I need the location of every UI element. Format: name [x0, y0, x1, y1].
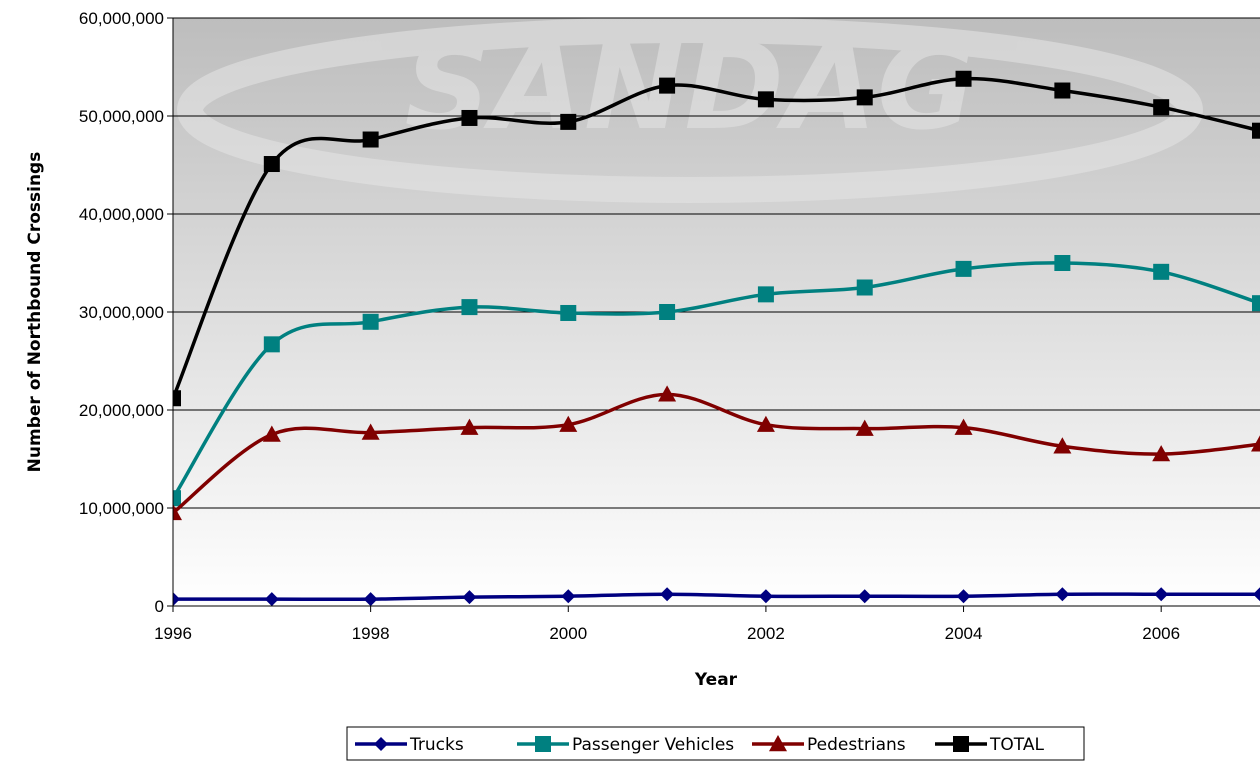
data-point-pedestrians: [361, 423, 380, 440]
legend: Trucks Passenger Vehicles Pedestrians TOTAL: [346, 726, 1085, 761]
data-point-pedestrians: [1251, 435, 1260, 452]
series-total: [173, 70, 1260, 407]
data-point-total: [1054, 82, 1071, 99]
data-point-trucks: [173, 592, 180, 606]
y-tick-label: 10,000,000: [79, 499, 164, 518]
data-point-total: [659, 77, 676, 94]
data-point-trucks: [956, 589, 971, 604]
x-tick-label: 2004: [945, 624, 983, 643]
watermark: SANDAG: [177, 18, 1203, 203]
series-pedestrians: [173, 385, 1260, 521]
data-point-passenger-vehicles: [173, 490, 181, 507]
watermark-swoosh: [177, 18, 1203, 203]
data-point-passenger-vehicles: [1153, 263, 1170, 280]
data-point-pedestrians: [173, 503, 182, 521]
series-group: [173, 70, 1260, 606]
legend-label: Pedestrians: [807, 735, 906, 755]
data-point-pedestrians: [756, 415, 775, 432]
x-tick-label: 2002: [747, 624, 785, 643]
data-point-pedestrians: [1053, 437, 1072, 454]
data-point-trucks: [264, 592, 279, 606]
x-tick-label: 2000: [549, 624, 587, 643]
gridlines: [173, 17, 1260, 509]
legend-item-trucks: Trucks: [355, 735, 464, 755]
data-point-passenger-vehicles: [856, 279, 873, 296]
watermark-text: SANDAG: [405, 18, 976, 157]
data-point-total: [757, 91, 774, 108]
data-point-pedestrians: [954, 418, 973, 435]
data-point-trucks: [1154, 587, 1169, 602]
legend-item-pedestrians: Pedestrians: [752, 735, 906, 755]
y-tick-label: 40,000,000: [79, 205, 164, 224]
series-trucks: [173, 587, 1260, 606]
data-point-total: [362, 131, 379, 148]
legend-marker-passenger-vehicles: [535, 736, 551, 752]
data-point-pedestrians: [658, 385, 677, 402]
data-point-total: [173, 390, 181, 407]
data-point-total: [955, 70, 972, 87]
data-point-trucks: [1055, 587, 1070, 602]
data-point-trucks: [758, 589, 773, 604]
data-point-total: [1252, 122, 1260, 139]
legend-marker-pedestrians: [769, 735, 787, 752]
legend-label: Passenger Vehicles: [572, 735, 734, 755]
legend-label: Trucks: [409, 735, 464, 755]
data-point-total: [560, 113, 577, 130]
data-point-total: [1153, 99, 1170, 116]
x-axis-title: Year: [694, 670, 738, 690]
data-point-trucks: [561, 589, 576, 604]
data-point-total: [856, 89, 873, 106]
data-point-pedestrians: [262, 425, 281, 442]
data-point-total: [461, 109, 478, 126]
data-point-pedestrians: [559, 415, 578, 432]
data-point-trucks: [1253, 587, 1260, 602]
series-passenger-vehicles: [173, 255, 1260, 507]
legend-marker-total: [953, 736, 969, 752]
legend-marker-trucks: [374, 737, 388, 751]
data-point-trucks: [660, 587, 675, 602]
x-axis-ticks: 1996 1998 2000 2002 2004 2006: [154, 606, 1180, 643]
data-point-pedestrians: [1152, 445, 1171, 462]
y-tick-label: 60,000,000: [79, 9, 164, 28]
x-tick-label: 1996: [154, 624, 192, 643]
legend-label: TOTAL: [989, 735, 1044, 755]
x-tick-label: 1998: [352, 624, 390, 643]
y-tick-label: 20,000,000: [79, 401, 164, 420]
data-point-passenger-vehicles: [263, 336, 280, 353]
data-point-passenger-vehicles: [955, 260, 972, 277]
y-tick-label: 30,000,000: [79, 303, 164, 322]
data-point-pedestrians: [460, 418, 479, 435]
y-tick-label: 0: [155, 597, 164, 616]
legend-item-total: TOTAL: [935, 735, 1044, 755]
data-point-total: [263, 156, 280, 173]
data-point-trucks: [462, 590, 477, 605]
y-axis-ticks: 0 10,000,000 20,000,000 30,000,000 40,000,00…: [79, 9, 173, 616]
y-axis-title: Number of Northbound Crossings: [25, 152, 45, 473]
data-point-pedestrians: [855, 419, 874, 436]
data-point-passenger-vehicles: [362, 313, 379, 330]
data-point-passenger-vehicles: [560, 304, 577, 321]
data-point-passenger-vehicles: [461, 299, 478, 316]
series-line-trucks: [173, 592, 1260, 602]
data-point-trucks: [363, 592, 378, 606]
data-point-passenger-vehicles: [1252, 295, 1260, 312]
x-tick-label: 2006: [1142, 624, 1180, 643]
data-point-trucks: [857, 589, 872, 604]
data-point-passenger-vehicles: [1054, 255, 1071, 271]
legend-item-passenger-vehicles: Passenger Vehicles: [517, 735, 734, 755]
data-point-passenger-vehicles: [659, 304, 676, 320]
data-point-passenger-vehicles: [757, 286, 774, 303]
y-tick-label: 50,000,000: [79, 107, 164, 126]
